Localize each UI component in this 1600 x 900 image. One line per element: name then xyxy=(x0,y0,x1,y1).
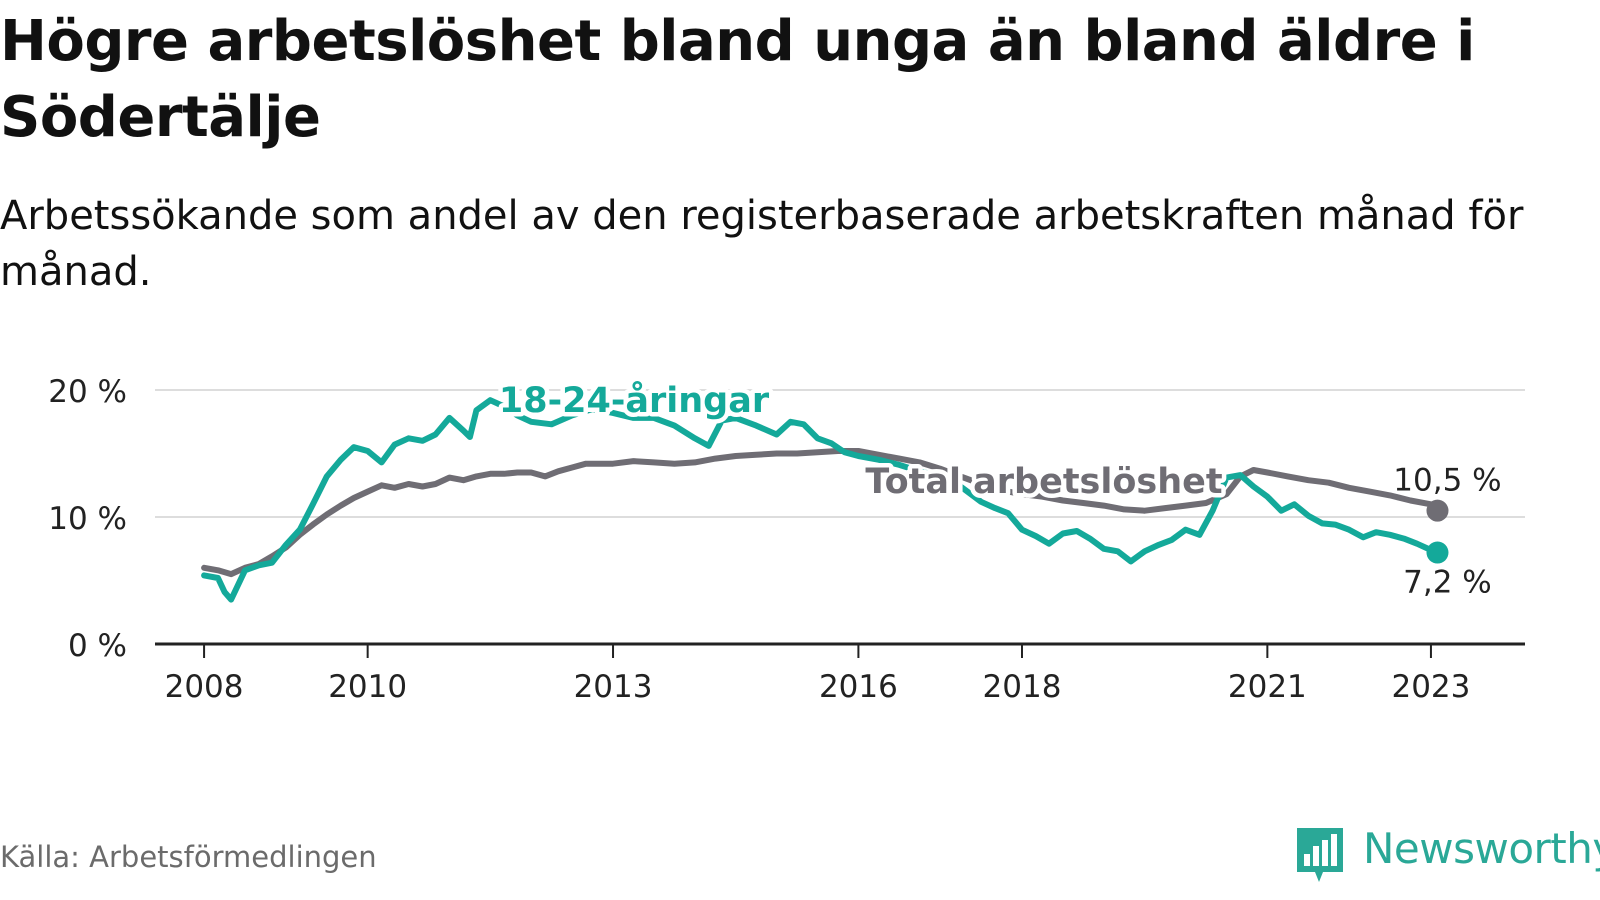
x-tick-label: 2018 xyxy=(983,669,1062,705)
total-series-label-halo: Total arbetslöshet xyxy=(865,462,1222,502)
source-note: Källa: Arbetsförmedlingen xyxy=(0,840,377,874)
total-unemployment-end-point xyxy=(1426,499,1449,522)
chart-labels: 10,5 %7,2 %18-24-åringar18-24-åringarTot… xyxy=(494,376,1501,601)
x-axis: 2008 2010 2013 2016 2018 2021 2023 xyxy=(155,642,1525,705)
line-chart: 0 % 10 % 20 % 2008 2010 2013 2016 2018 2021 2023… xyxy=(48,374,1525,705)
y-tick-label: 10 % xyxy=(48,501,127,537)
newsworthy-bar-chart-icon xyxy=(1297,828,1343,882)
chart-subtitle: Arbetssökande som andel av den registerb… xyxy=(0,193,1524,295)
youth-unemployment-end-label: 7,2 % xyxy=(1403,565,1492,601)
chart-title: Högre arbetslöshet bland unga än bland ä… xyxy=(0,9,1475,150)
x-tick-label: 2021 xyxy=(1228,669,1307,705)
series-lines xyxy=(201,397,1441,603)
x-tick-label: 2010 xyxy=(328,669,407,705)
youth-series-label-halo: 18-24-åringar xyxy=(499,380,770,421)
x-tick-label: 2016 xyxy=(819,669,898,705)
brand-logo[interactable]: Newsworthy xyxy=(1293,818,1600,898)
total-series-label: Total arbetslöshet xyxy=(865,462,1222,502)
x-tick-label: 2013 xyxy=(574,669,653,705)
youth-unemployment-line xyxy=(201,397,1441,603)
x-tick-label: 2008 xyxy=(165,669,244,705)
y-tick-label: 20 % xyxy=(48,374,127,410)
grid-lines: 0 % 10 % 20 % xyxy=(48,374,1525,664)
youth-unemployment-end-point xyxy=(1426,541,1449,564)
youth-series-label: 18-24-åringar xyxy=(499,380,770,421)
x-tick-label: 2023 xyxy=(1391,669,1470,705)
y-tick-label: 0 % xyxy=(68,628,127,664)
brand-name: Newsworthy xyxy=(1363,824,1600,873)
total-unemployment-line xyxy=(201,448,1441,578)
total-unemployment-end-label: 10,5 % xyxy=(1393,463,1501,499)
